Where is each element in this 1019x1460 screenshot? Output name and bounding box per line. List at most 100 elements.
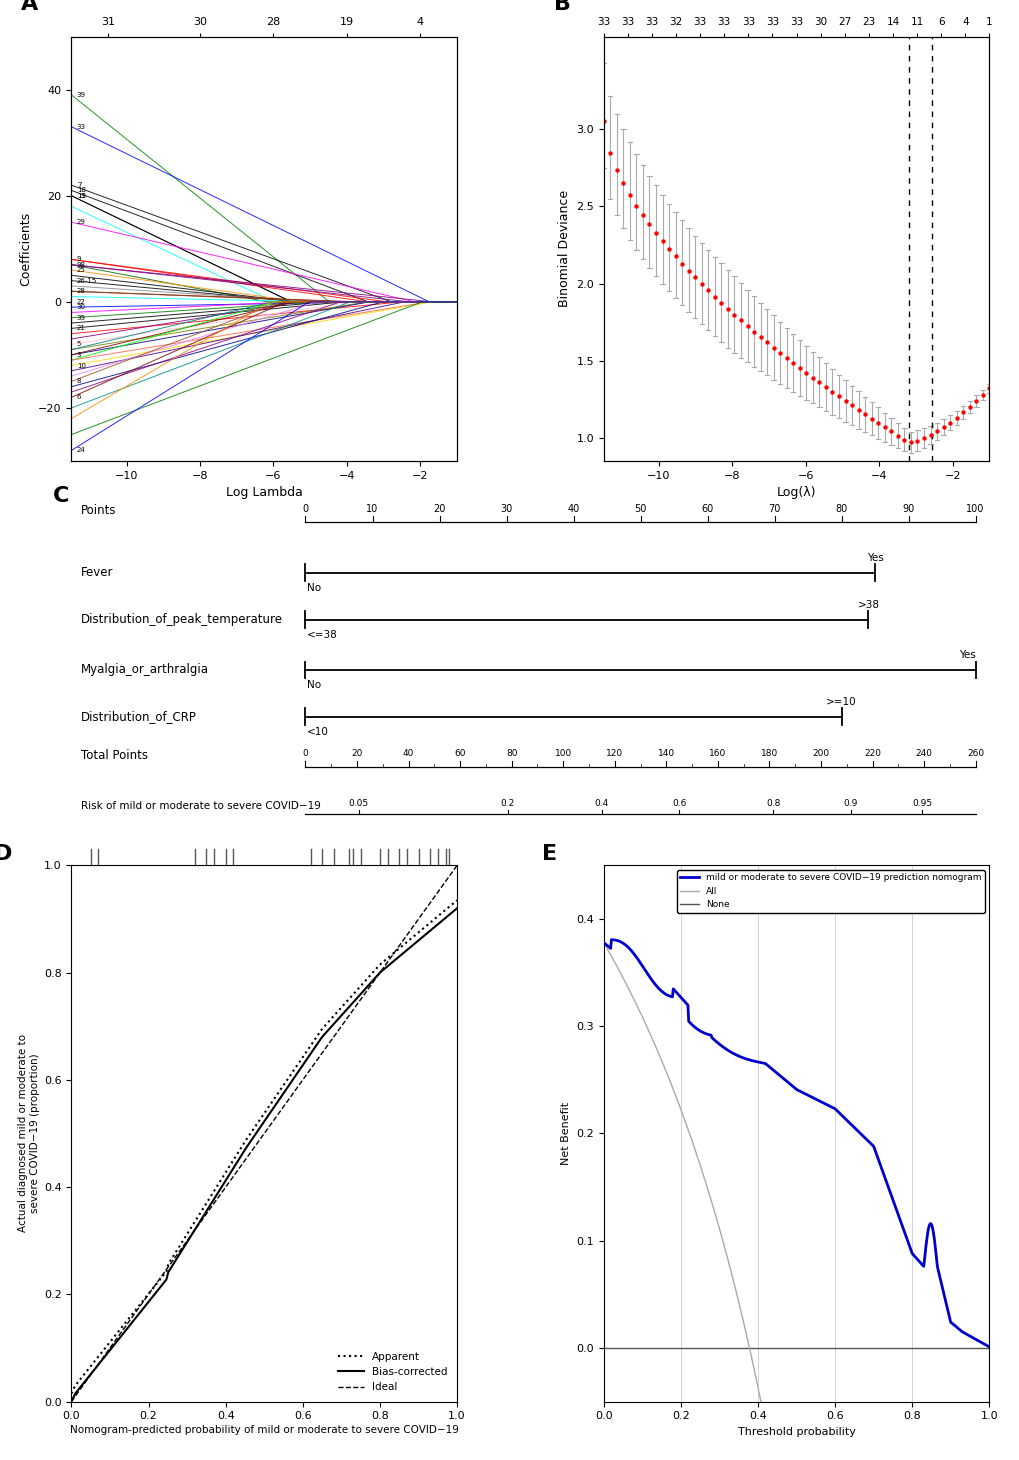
Text: 29: 29 <box>76 219 86 225</box>
Text: 200: 200 <box>811 749 828 758</box>
Point <box>942 410 958 434</box>
Point <box>732 308 748 331</box>
Point <box>863 407 879 431</box>
Point <box>621 184 637 207</box>
Point <box>647 222 663 245</box>
Text: 0: 0 <box>302 504 309 514</box>
Point <box>680 258 696 282</box>
Text: 10: 10 <box>76 362 86 368</box>
Text: No: No <box>307 583 321 593</box>
Point <box>726 302 742 326</box>
Point <box>771 342 788 365</box>
Text: 140: 140 <box>657 749 675 758</box>
Text: 180: 180 <box>760 749 777 758</box>
Text: 25: 25 <box>76 267 86 273</box>
Point <box>706 285 722 308</box>
Text: <10: <10 <box>307 727 329 737</box>
Text: 20: 20 <box>351 749 363 758</box>
Text: Myalgia_or_arthralgia: Myalgia_or_arthralgia <box>81 663 208 676</box>
Point <box>823 380 840 403</box>
Text: No: No <box>307 680 321 691</box>
Y-axis label: Coefficients: Coefficients <box>19 212 33 286</box>
Text: 260: 260 <box>966 749 983 758</box>
Point <box>785 352 801 375</box>
Text: Distribution_of_CRP: Distribution_of_CRP <box>81 711 197 723</box>
Legend: Apparent, Bias-corrected, Ideal: Apparent, Bias-corrected, Ideal <box>333 1348 451 1396</box>
Text: 9: 9 <box>76 257 82 263</box>
Text: 8: 8 <box>76 378 82 384</box>
Text: 0.6: 0.6 <box>672 799 686 807</box>
Point <box>908 429 924 453</box>
X-axis label: Log Lambda: Log Lambda <box>225 486 303 499</box>
Text: E: E <box>541 844 556 864</box>
Point <box>896 428 912 451</box>
Text: 6: 6 <box>76 394 82 400</box>
Text: 90: 90 <box>902 504 914 514</box>
Point <box>948 406 964 429</box>
Point <box>687 266 703 289</box>
Text: Distribution_of_peak_temperature: Distribution_of_peak_temperature <box>81 613 282 626</box>
Text: Risk of mild or moderate to severe COVID−19: Risk of mild or moderate to severe COVID… <box>81 800 320 810</box>
Text: <=38: <=38 <box>307 629 337 639</box>
Text: 18: 18 <box>76 187 86 193</box>
Point <box>967 390 983 413</box>
Text: Points: Points <box>81 504 116 517</box>
Text: 24: 24 <box>76 447 86 454</box>
Point <box>961 396 977 419</box>
Point <box>921 423 937 447</box>
Text: 160: 160 <box>708 749 726 758</box>
Text: 0.9: 0.9 <box>843 799 857 807</box>
Text: 30: 30 <box>76 304 86 310</box>
X-axis label: Threshold probability: Threshold probability <box>737 1426 855 1437</box>
Point <box>791 356 807 380</box>
Point <box>902 431 918 454</box>
Point <box>777 346 794 369</box>
Text: 33: 33 <box>76 124 86 130</box>
Point <box>699 279 715 302</box>
Text: Fever: Fever <box>81 566 113 580</box>
Text: 5: 5 <box>76 342 82 347</box>
Point <box>837 390 853 413</box>
Text: 120: 120 <box>605 749 623 758</box>
Text: 50: 50 <box>634 504 646 514</box>
Text: B: B <box>553 0 570 15</box>
Text: 40: 40 <box>403 749 414 758</box>
Point <box>614 172 631 196</box>
Text: 19: 19 <box>76 193 86 199</box>
Point <box>739 314 755 337</box>
Text: 80: 80 <box>835 504 847 514</box>
Point <box>634 203 650 226</box>
Point <box>654 229 671 253</box>
X-axis label: Nomogram-predicted probability of mild or moderate to severe COVID−19: Nomogram-predicted probability of mild o… <box>69 1425 459 1435</box>
Text: 10: 10 <box>366 504 378 514</box>
X-axis label: Log(λ): Log(λ) <box>776 486 815 499</box>
Point <box>660 237 677 260</box>
Point <box>712 291 729 314</box>
Text: 0.95: 0.95 <box>911 799 931 807</box>
Y-axis label: Net Benefit: Net Benefit <box>560 1102 570 1165</box>
Y-axis label: Actual diagnosed mild or moderate to
severe COVID−19 (proportion): Actual diagnosed mild or moderate to sev… <box>18 1035 40 1232</box>
Text: 3: 3 <box>76 352 82 358</box>
Text: 21: 21 <box>76 326 86 331</box>
Point <box>719 296 736 320</box>
Text: 100: 100 <box>965 504 984 514</box>
Point <box>752 326 768 349</box>
Text: 98: 98 <box>76 261 86 267</box>
Point <box>875 416 892 439</box>
Point <box>758 330 774 353</box>
Point <box>974 383 990 406</box>
Text: 220: 220 <box>863 749 880 758</box>
Text: 28: 28 <box>76 288 86 295</box>
Text: >=10: >=10 <box>825 696 856 707</box>
Point <box>693 273 709 296</box>
Text: 240: 240 <box>915 749 931 758</box>
Point <box>856 403 872 426</box>
Text: 20: 20 <box>433 504 445 514</box>
Point <box>595 110 611 133</box>
Point <box>764 336 781 359</box>
Point <box>980 377 997 400</box>
Text: 80: 80 <box>505 749 517 758</box>
Text: >38: >38 <box>857 600 878 610</box>
Text: A: A <box>21 0 39 15</box>
Point <box>601 142 618 165</box>
